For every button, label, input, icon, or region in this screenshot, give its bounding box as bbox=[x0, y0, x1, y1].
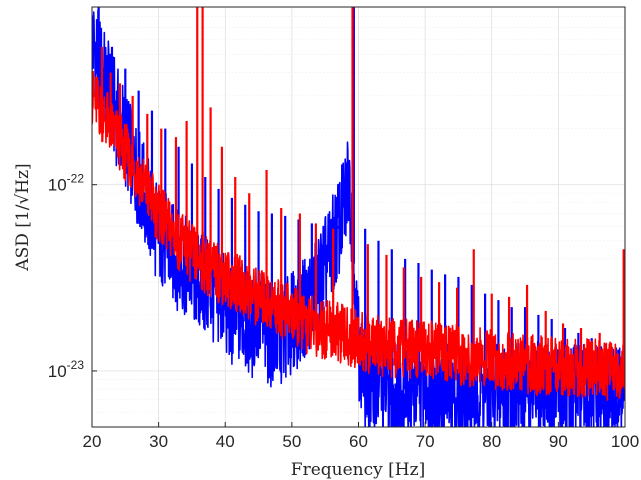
x-tick-label: 70 bbox=[416, 432, 435, 451]
series-trace bbox=[92, 9, 625, 427]
series-2 bbox=[92, 7, 625, 401]
x-tick-label: 20 bbox=[83, 432, 102, 451]
series-trace bbox=[92, 70, 625, 401]
x-tick-label: 90 bbox=[549, 432, 568, 451]
x-tick-label: 50 bbox=[282, 432, 301, 451]
y-tick-label: 10-23 bbox=[48, 358, 85, 381]
x-tick-label: 100 bbox=[611, 432, 639, 451]
x-tick-label: 40 bbox=[216, 432, 235, 451]
y-axis-title: ASD [1/√Hz] bbox=[13, 163, 33, 271]
series-layer bbox=[92, 7, 625, 427]
x-tick-label: 60 bbox=[349, 432, 368, 451]
y-tick-label: 10-22 bbox=[48, 172, 85, 195]
x-axis-ticks: 20 30 40 50 60 70 80 90 100 bbox=[83, 422, 639, 451]
y-axis-ticks: 10-22 10-23 bbox=[48, 172, 97, 381]
x-tick-label: 30 bbox=[149, 432, 168, 451]
x-tick-label: 80 bbox=[482, 432, 501, 451]
x-axis-title: Frequency [Hz] bbox=[291, 460, 425, 480]
